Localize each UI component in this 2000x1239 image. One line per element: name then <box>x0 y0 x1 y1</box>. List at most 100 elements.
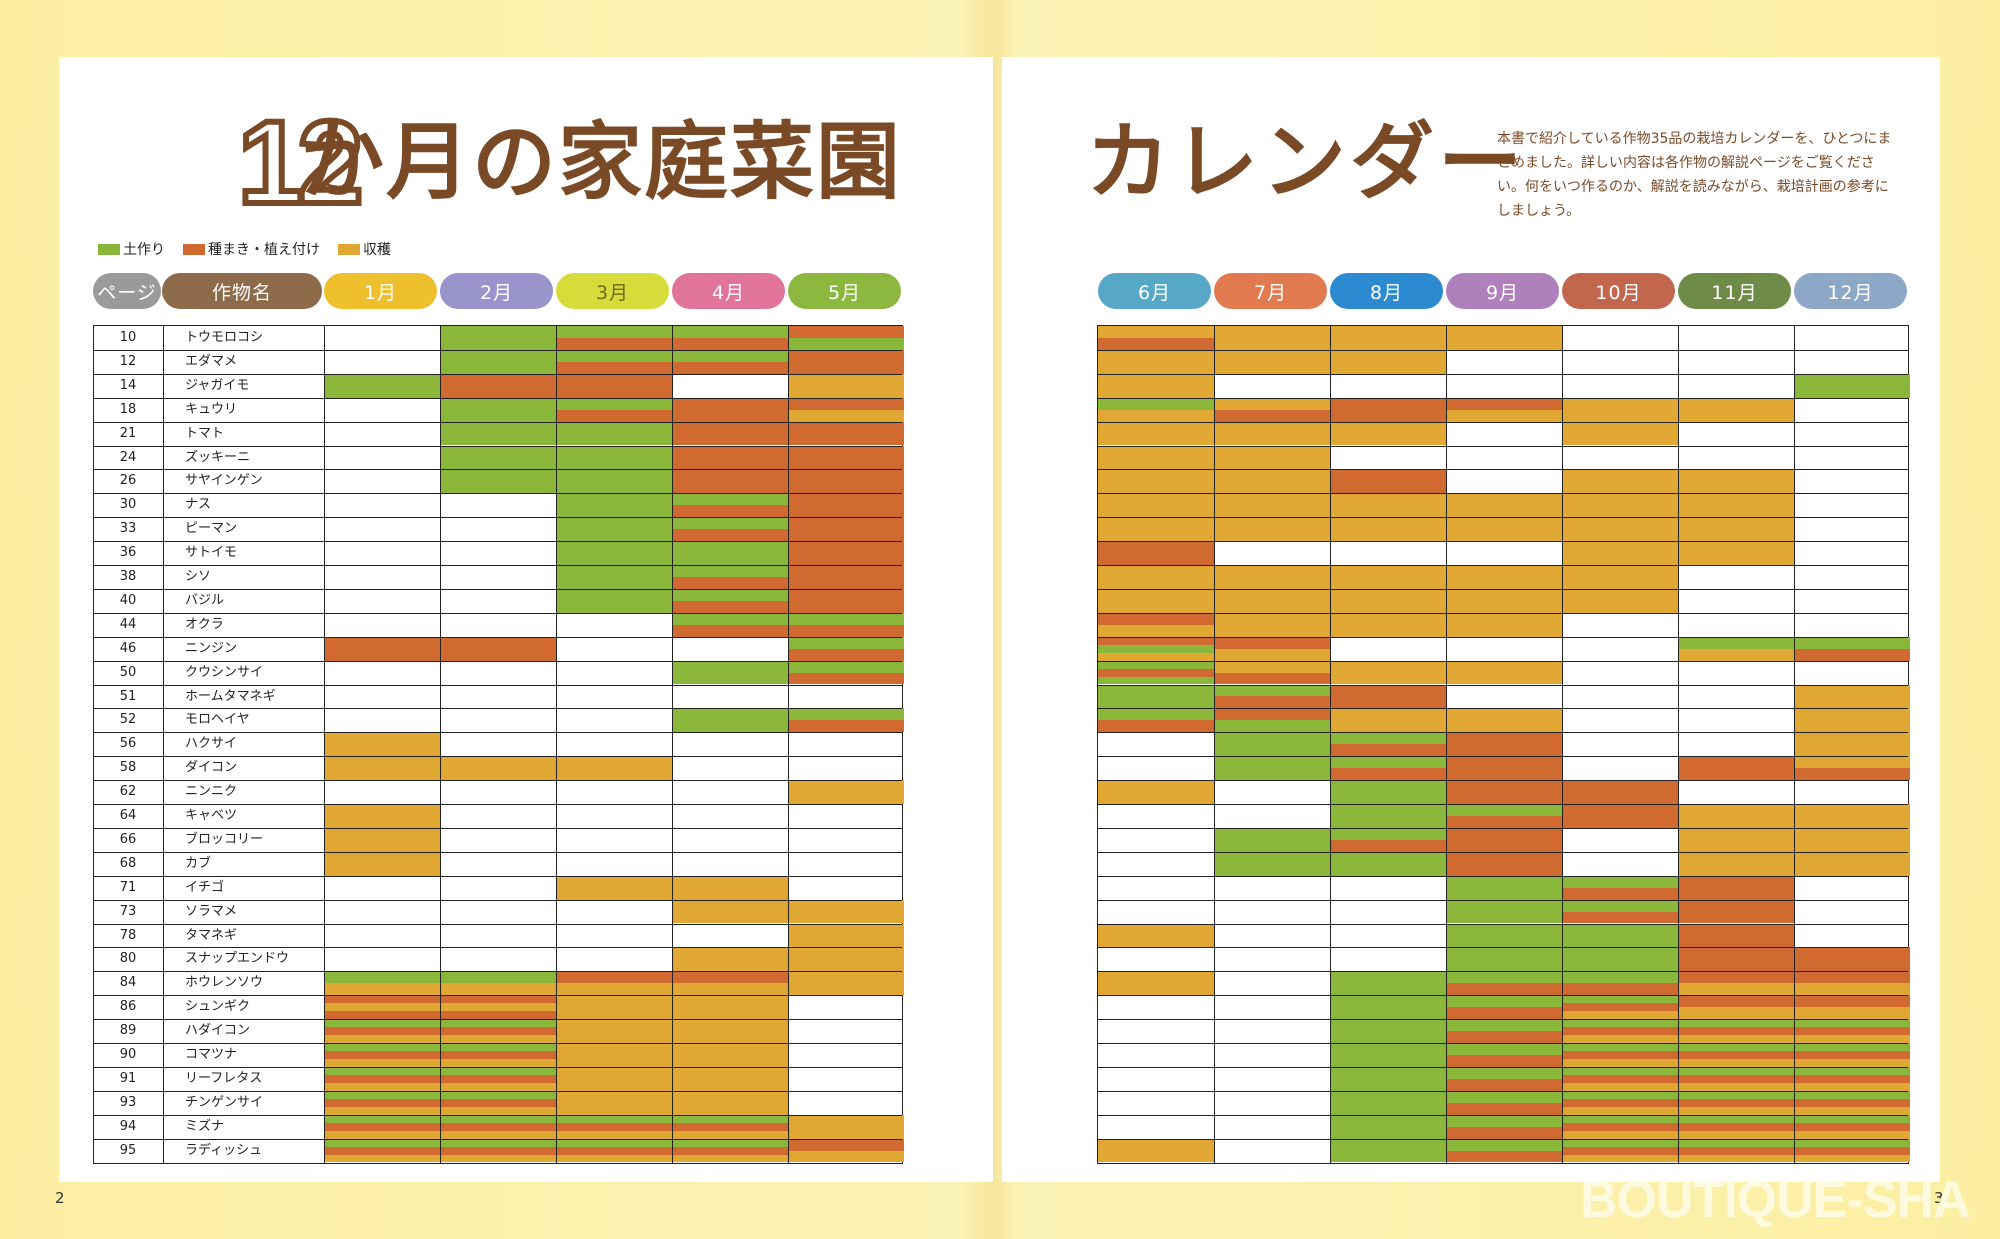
calendar-cell-fill <box>1678 983 1794 996</box>
row-divider <box>1098 947 1908 949</box>
calendar-cell-fill <box>440 1138 556 1147</box>
calendar-cell-fill <box>1678 851 1794 876</box>
row-divider <box>94 756 902 758</box>
calendar-cell-fill <box>440 1066 556 1075</box>
calendar-cell-fill <box>1562 421 1678 446</box>
calendar-cell-fill <box>788 397 904 410</box>
legend-label: 土作り <box>123 242 165 258</box>
calendar-cell-fill <box>1446 326 1562 350</box>
calendar-cell-fill <box>788 780 904 804</box>
crop-name: キュウリ <box>185 401 238 417</box>
calendar-cell-fill <box>1794 947 1910 972</box>
crop-page-number: 91 <box>119 1070 137 1086</box>
calendar-cell-fill <box>556 517 672 542</box>
calendar-cell-fill <box>1098 541 1214 565</box>
calendar-cell-fill <box>1098 652 1214 661</box>
calendar-cell-fill <box>1794 851 1910 876</box>
crop-page-number: 62 <box>119 784 137 800</box>
calendar-cell-fill <box>1562 1122 1678 1131</box>
calendar-cell-fill <box>1214 684 1330 697</box>
calendar-cell-fill <box>1794 1106 1910 1115</box>
row-divider <box>1098 660 1908 662</box>
calendar-cell-fill <box>556 469 672 494</box>
calendar-cell-fill <box>1330 517 1446 542</box>
month-header-11: 11月 <box>1678 273 1791 309</box>
calendar-cell-fill <box>1214 696 1330 709</box>
crop-page-number: 18 <box>119 401 137 417</box>
calendar-cell-fill <box>672 349 788 362</box>
calendar-cell-fill <box>1562 971 1678 984</box>
calendar-cell-fill <box>788 1138 904 1151</box>
calendar-cell-fill <box>556 1130 672 1139</box>
month-header-9: 9月 <box>1446 273 1559 309</box>
legend-swatch <box>98 243 120 255</box>
calendar-cell-fill <box>1678 636 1794 649</box>
calendar-cell-fill <box>1330 493 1446 518</box>
calendar-cell-fill <box>1794 1050 1910 1059</box>
column-divider <box>1330 326 1331 1163</box>
calendar-cell-fill <box>672 660 788 685</box>
crop-name: リーフレタス <box>185 1070 263 1086</box>
crop-page-number: 46 <box>119 640 137 656</box>
calendar-cell-fill <box>1794 1090 1910 1099</box>
calendar-cell-fill <box>672 995 788 1020</box>
row-divider <box>1098 517 1908 519</box>
crop-name: ニンジン <box>185 640 238 656</box>
calendar-cell-fill <box>788 541 904 565</box>
calendar-cell-fill <box>788 588 904 613</box>
page-number-left: 2 <box>55 1189 65 1207</box>
month-header-2: 2月 <box>440 273 553 309</box>
calendar-cell-fill <box>1446 1114 1562 1127</box>
calendar-cell-fill <box>324 636 440 661</box>
calendar-cell-fill <box>556 995 672 1020</box>
calendar-cell-fill <box>1678 1098 1794 1107</box>
calendar-cell-fill <box>1562 565 1678 589</box>
month-header-5: 5月 <box>788 273 901 309</box>
month-header-8: 8月 <box>1330 273 1443 309</box>
crop-page-number: 24 <box>119 449 137 465</box>
calendar-cell-fill <box>1098 517 1214 542</box>
column-divider <box>163 326 164 1163</box>
calendar-cell-fill <box>1098 720 1214 733</box>
crop-name: サトイモ <box>185 545 238 561</box>
calendar-cell-fill <box>672 1154 788 1163</box>
calendar-cell-fill <box>1678 827 1794 852</box>
calendar-cell-fill <box>1446 923 1562 948</box>
calendar-cell-fill <box>788 648 904 661</box>
row-divider <box>1098 565 1908 566</box>
calendar-cell-fill <box>788 923 904 948</box>
header-page: ページ <box>93 273 161 309</box>
calendar-cell-fill <box>1678 1082 1794 1091</box>
calendar-cell-fill <box>440 1027 556 1036</box>
title-number: 12 <box>235 97 366 229</box>
row-divider <box>94 1138 902 1140</box>
calendar-cell-fill <box>1446 1031 1562 1043</box>
calendar-cell-fill <box>1098 660 1214 669</box>
row-divider <box>1098 899 1908 901</box>
calendar-cell-fill <box>788 899 904 924</box>
crop-page-number: 95 <box>119 1142 137 1158</box>
calendar-cell-fill <box>440 1050 556 1059</box>
row-divider <box>1098 493 1908 495</box>
calendar-cell-fill <box>672 947 788 972</box>
crop-name: ミズナ <box>185 1118 225 1134</box>
calendar-cell-fill <box>1330 1090 1446 1115</box>
calendar-cell-fill <box>1678 1035 1794 1043</box>
column-divider <box>1446 326 1447 1163</box>
row-divider <box>1098 541 1908 543</box>
calendar-cell-fill <box>1562 983 1678 996</box>
row-divider <box>94 445 902 447</box>
calendar-cell-fill <box>1330 684 1446 709</box>
row-divider <box>94 588 902 590</box>
row-divider <box>94 1114 902 1116</box>
row-divider <box>1098 397 1908 399</box>
calendar-cell-fill <box>672 421 788 446</box>
calendar-cell-fill <box>556 756 672 781</box>
calendar-cell-fill <box>1678 1007 1794 1020</box>
calendar-cell-fill <box>556 1138 672 1147</box>
crop-name: タマネギ <box>185 927 238 943</box>
watermark: BOUTIQUE-SHA <box>1580 1171 1971 1229</box>
calendar-cell-fill <box>1562 1146 1678 1155</box>
calendar-cell-fill <box>440 1003 556 1012</box>
calendar-cell-fill <box>1098 409 1214 422</box>
